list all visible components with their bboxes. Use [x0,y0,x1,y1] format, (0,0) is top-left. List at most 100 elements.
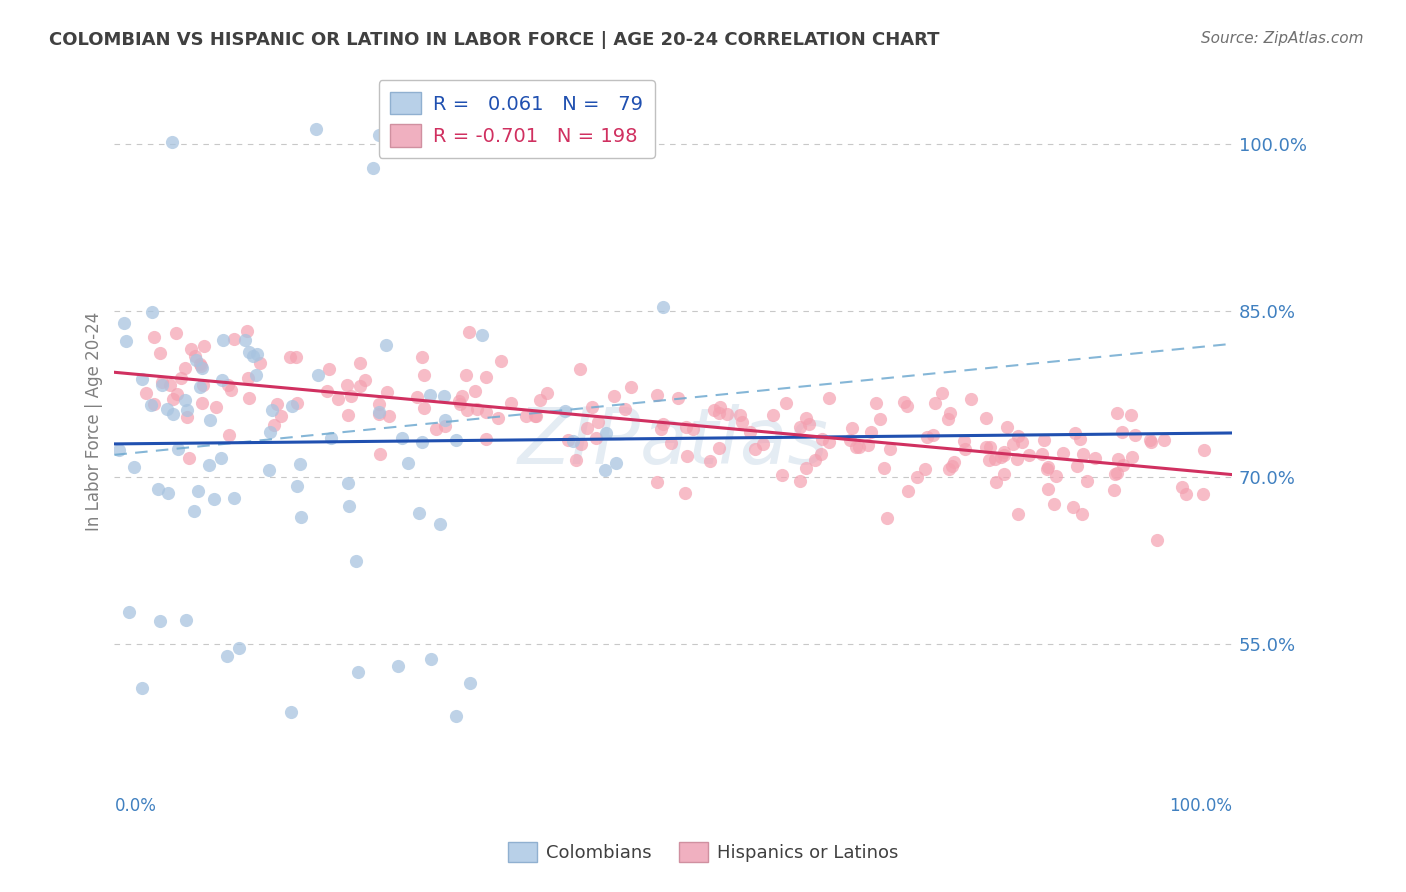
Point [433,419,456,434]
Point [1036,459,1059,474]
Point [489,354,512,368]
Point [1001,437,1024,451]
Point [844,440,866,454]
Point [1111,425,1133,439]
Point [458,325,481,339]
Point [893,394,915,409]
Point [557,434,579,448]
Point [285,351,308,365]
Point [270,409,292,423]
Point [1107,452,1129,467]
Point [581,400,603,414]
Point [569,437,592,451]
Point [387,659,409,673]
Point [1036,482,1059,496]
Point [444,709,467,723]
Point [339,499,361,513]
Point [367,397,389,411]
Point [170,371,193,385]
Point [1071,447,1094,461]
Point [238,392,260,406]
Point [107,442,129,457]
Point [652,417,675,431]
Point [167,442,190,456]
Text: 100.0%: 100.0% [1168,797,1232,814]
Point [193,339,215,353]
Point [730,415,752,429]
Point [1042,497,1064,511]
Point [924,396,946,410]
Point [174,613,197,627]
Point [368,128,391,143]
Point [647,388,669,402]
Point [486,411,509,425]
Point [217,648,239,663]
Point [959,392,981,407]
Point [562,434,585,448]
Point [1035,461,1057,475]
Point [744,442,766,457]
Point [977,453,1000,467]
Point [173,361,195,376]
Point [180,343,202,357]
Point [914,461,936,475]
Point [613,401,636,416]
Point [586,415,609,429]
Point [368,407,391,421]
Point [682,422,704,436]
Point [775,396,797,410]
Point [434,413,457,427]
Point [938,462,960,476]
Point [645,475,668,490]
Point [810,447,832,461]
Point [159,378,181,392]
Point [848,440,870,454]
Point [1084,451,1107,466]
Point [257,463,280,477]
Point [1125,428,1147,442]
Point [1062,500,1084,514]
Point [458,676,481,690]
Legend: Colombians, Hispanics or Latinos: Colombians, Hispanics or Latinos [501,834,905,870]
Point [190,359,212,373]
Point [304,121,326,136]
Point [922,428,945,442]
Point [990,450,1012,464]
Point [198,458,221,472]
Point [675,449,697,463]
Point [176,410,198,425]
Point [1107,406,1129,420]
Point [896,399,918,413]
Text: ZIPatlas: ZIPatlas [517,404,828,480]
Point [709,441,731,455]
Point [262,403,284,417]
Point [993,467,1015,481]
Point [475,120,498,135]
Point [188,380,211,394]
Point [474,370,496,384]
Point [818,391,841,405]
Point [141,305,163,319]
Point [179,451,201,466]
Point [905,470,928,484]
Point [191,378,214,392]
Point [122,460,145,475]
Point [1192,486,1215,500]
Point [595,426,617,441]
Point [565,453,588,467]
Point [464,384,486,399]
Point [245,368,267,382]
Point [860,425,883,439]
Point [115,334,138,348]
Point [354,373,377,387]
Point [337,476,360,491]
Point [953,434,976,448]
Point [451,389,474,403]
Point [1033,433,1056,447]
Point [224,333,246,347]
Point [444,433,467,447]
Point [1121,450,1143,465]
Point [605,456,627,470]
Point [709,400,731,414]
Point [1105,467,1128,481]
